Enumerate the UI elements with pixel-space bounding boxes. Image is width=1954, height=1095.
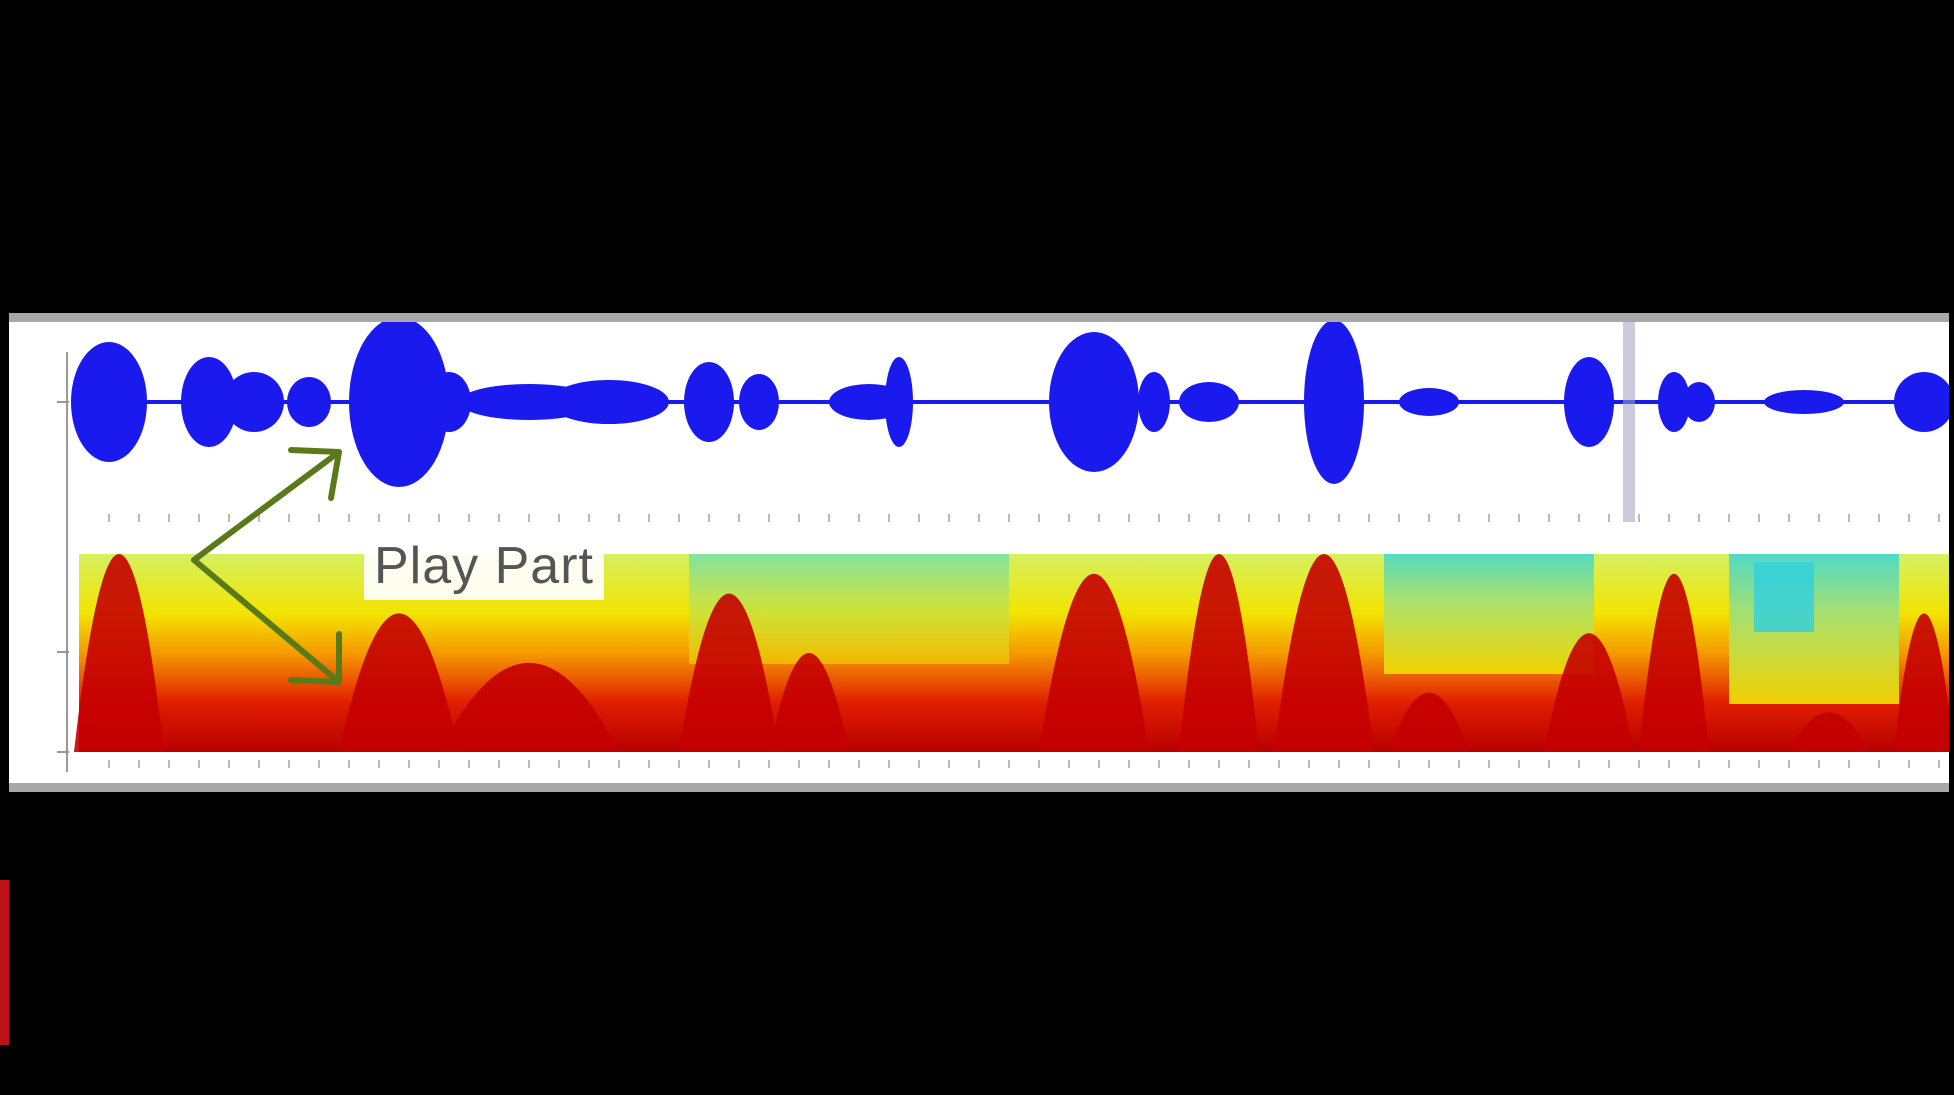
audio-visualization <box>57 322 1949 772</box>
time-ruler-top <box>108 514 1940 522</box>
spectrogram-burst <box>1544 633 1634 752</box>
play-part-label[interactable]: Play Part <box>364 532 604 600</box>
waveform-burst <box>1564 357 1614 447</box>
waveform-burst <box>739 374 779 430</box>
waveform-burst <box>427 372 471 432</box>
time-ruler-bottom <box>108 760 1940 768</box>
bottom-letterbox <box>0 792 1954 1095</box>
spectrogram-burst <box>1389 692 1469 752</box>
waveform-burst <box>1179 382 1239 422</box>
waveform-burst <box>1683 382 1715 422</box>
waveform-burst <box>684 362 734 442</box>
spectrogram-burst <box>439 662 619 752</box>
waveform-burst <box>1138 372 1170 432</box>
playhead-cursor[interactable] <box>1623 322 1635 522</box>
waveform-burst <box>1049 332 1139 472</box>
amplitude-axis <box>57 352 69 772</box>
spectrogram-burst <box>339 613 459 752</box>
spectrogram-burst <box>1274 554 1374 752</box>
spectrogram-burst <box>1179 554 1259 752</box>
waveform-burst <box>1304 322 1364 484</box>
waveform-burst <box>549 380 669 424</box>
spectrogram-burst <box>1789 712 1869 752</box>
spectrogram-burst <box>769 653 849 752</box>
audio-editor-panel[interactable]: Play Part <box>9 313 1949 792</box>
waveform-burst <box>1658 372 1690 432</box>
spectrogram-bursts <box>74 554 1949 752</box>
spectrogram[interactable] <box>74 554 1949 752</box>
arrow-up-right-icon <box>191 447 342 563</box>
waveform-track[interactable] <box>71 322 1949 487</box>
waveform-burst <box>1894 372 1949 432</box>
spectrogram-burst <box>679 593 779 752</box>
waveform-burst <box>71 342 147 462</box>
waveform <box>71 322 1949 487</box>
spectrogram-cool-region-1 <box>1384 554 1594 674</box>
waveform-burst <box>349 322 449 487</box>
waveform-burst <box>1399 388 1459 416</box>
arrow-down-right-icon <box>191 557 342 685</box>
waveform-burst <box>181 357 237 447</box>
waveform-burst <box>224 372 284 432</box>
spectrogram-burst <box>74 554 164 752</box>
red-edge-marker <box>0 880 9 1045</box>
top-letterbox <box>0 0 1954 313</box>
spectrogram-burst <box>1894 613 1949 752</box>
spectrogram-burst <box>1039 573 1149 752</box>
waveform-burst <box>885 357 913 447</box>
waveform-burst <box>1764 390 1844 414</box>
spectrogram-burst <box>1639 573 1709 752</box>
waveform-burst <box>287 377 331 427</box>
spectrogram-cyan-spot <box>1754 562 1814 632</box>
